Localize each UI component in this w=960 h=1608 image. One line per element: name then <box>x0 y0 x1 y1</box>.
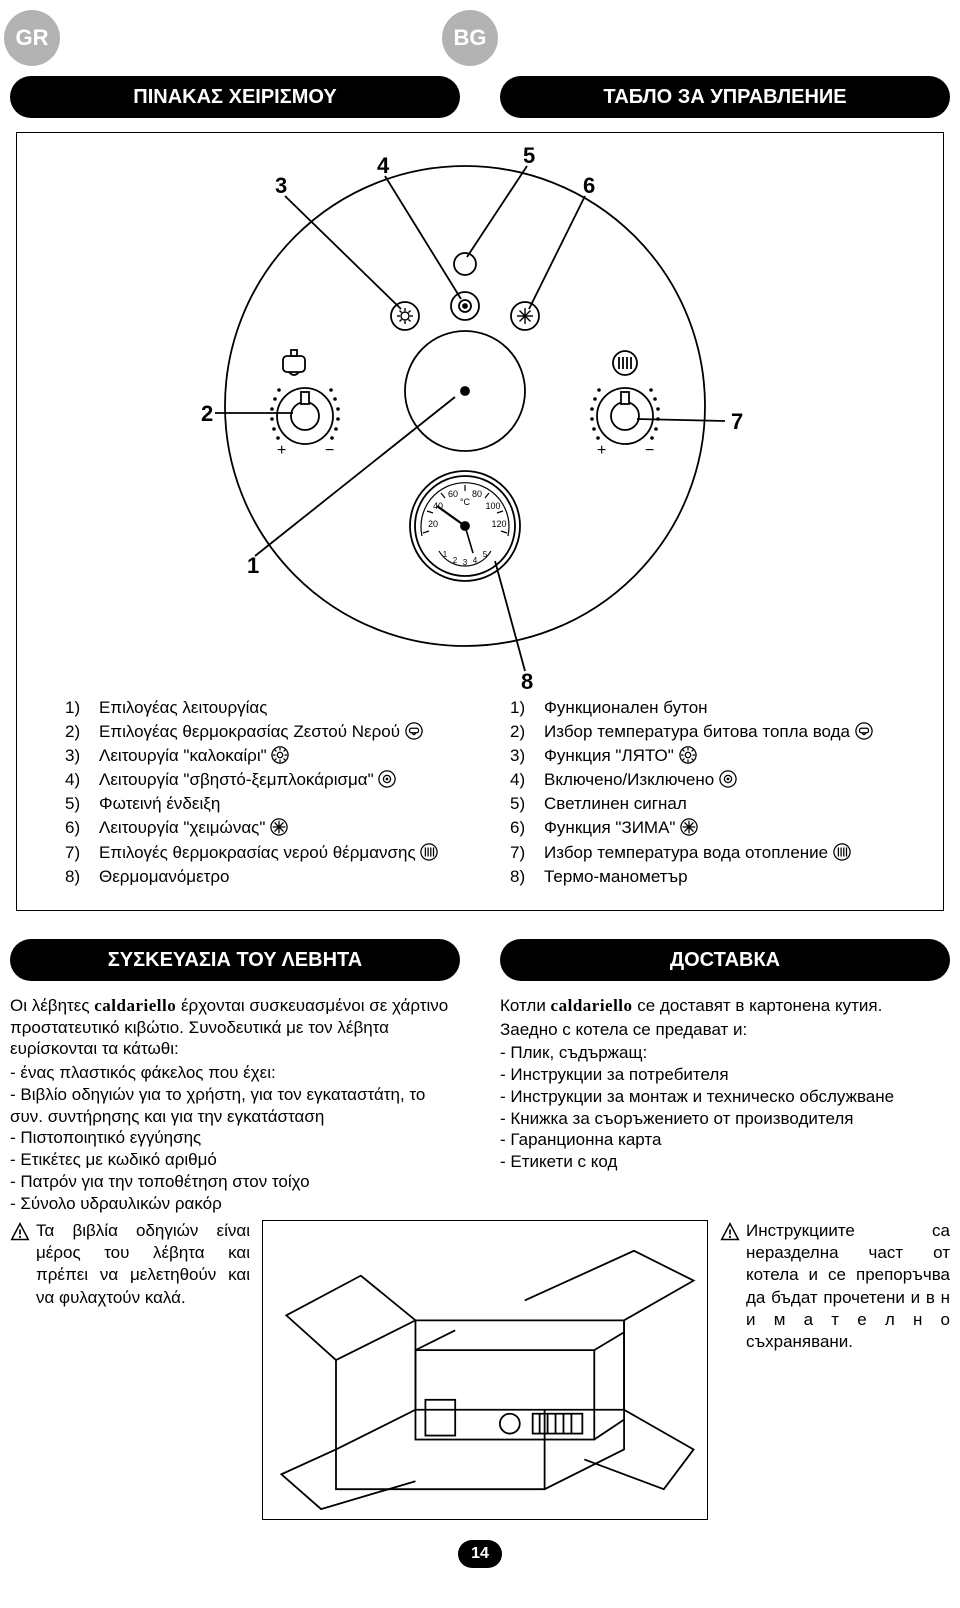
radiator-icon <box>833 843 851 861</box>
svg-text:°C: °C <box>460 497 471 507</box>
lang-badge-gr: GR <box>4 10 60 66</box>
legend-item: 3)Функция "ЛЯТО" <box>510 745 915 767</box>
legend-gr: 1)Επιλογέας λειτουργίας2)Επιλογέας θερμο… <box>65 697 470 890</box>
list-item: Πατρόν για την τοποθέτηση στον τοίχο <box>10 1171 460 1193</box>
list-item: Ετικέτες με κωδικό αριθμό <box>10 1149 460 1171</box>
sun-icon <box>271 746 289 764</box>
svg-text:5: 5 <box>483 550 488 559</box>
callout-4: 4 <box>377 153 390 178</box>
svg-text:80: 80 <box>472 489 482 499</box>
callout-3: 3 <box>275 173 287 198</box>
section-title-gr-box: ΣΥΣΚΕΥΑΣΙΑ ΤΟΥ ΛΕΒΗΤΑ <box>10 939 460 981</box>
list-item: Πιστοποιητικό εγγύησης <box>10 1127 460 1149</box>
svg-text:−: − <box>325 442 334 459</box>
svg-text:60: 60 <box>448 489 458 499</box>
callout-7: 7 <box>731 409 743 434</box>
power-icon <box>378 770 396 788</box>
legend-item: 5)Светлинен сигнал <box>510 793 915 815</box>
list-item: Βιβλίο οδηγιών για το χρήστη, για τον εγ… <box>10 1084 460 1128</box>
list-item: Плик, съдържащ: <box>500 1042 950 1064</box>
list-item: Σύνολο υδραυλικών ρακόρ <box>10 1193 460 1215</box>
legend-item: 1)Επιλογέας λειτουργίας <box>65 697 470 719</box>
list-item: Етикети с код <box>500 1151 950 1173</box>
svg-text:1: 1 <box>443 550 448 559</box>
legend-item: 6)Λειτουργία "χειμώνας" <box>65 817 470 839</box>
section-title-gr-panel: ΠΙΝΑΚΑΣ ΧΕΙΡΙΣΜΟΥ <box>10 76 460 118</box>
note-gr: Τα βιβλία οδηγιών είναι μέρος του λέβητα… <box>10 1220 250 1520</box>
tap-icon <box>405 722 423 740</box>
legend-item: 1)Функционален бутон <box>510 697 915 719</box>
svg-text:20: 20 <box>428 519 438 529</box>
legend-bg: 1)Функционален бутон2)Избор температура … <box>510 697 915 890</box>
tap-icon <box>855 722 873 740</box>
legend-item: 7)Επιλογές θερμοκρασίας νερού θέρμανσης <box>65 842 470 864</box>
svg-text:+: + <box>277 442 286 459</box>
list-item: Книжка за съоръжението от производителя <box>500 1108 950 1130</box>
section-title-bg-panel: ТАБЛО ЗА УПРАВЛЕНИЕ <box>500 76 950 118</box>
lang-badge-bg: BG <box>442 10 498 66</box>
callout-1: 1 <box>247 553 259 578</box>
svg-text:3: 3 <box>463 558 468 567</box>
legend-item: 7)Избор температура вода отопление <box>510 842 915 864</box>
list-item: ένας πλαστικός φάκελος που έχει: <box>10 1062 460 1084</box>
svg-text:−: − <box>645 442 654 459</box>
packaging-bg: Котли caldariello се доставят в картонен… <box>500 995 950 1215</box>
packaging-gr: Οι λέβητες caldariello έρχονται συσκευασ… <box>10 995 460 1215</box>
sun-icon <box>679 746 697 764</box>
radiator-icon <box>420 843 438 861</box>
svg-text:+: + <box>597 442 606 459</box>
warning-icon <box>10 1222 30 1242</box>
legend-item: 8)Θερμομανόμετρο <box>65 866 470 888</box>
svg-text:100: 100 <box>485 501 500 511</box>
box-illustration <box>262 1220 708 1520</box>
section-title-bg-box: ДОСТАВКА <box>500 939 950 981</box>
legend-item: 2)Избор температура битова топла вода <box>510 721 915 743</box>
legend-item: 4)Включено/Изключено <box>510 769 915 791</box>
callout-6: 6 <box>583 173 595 198</box>
legend-item: 4)Λειτουργία "σβηστό-ξεμπλοκάρισμα" <box>65 769 470 791</box>
svg-text:120: 120 <box>491 519 506 529</box>
snow-icon <box>680 818 698 836</box>
legend-item: 6)Функция "ЗИМА" <box>510 817 915 839</box>
snow-icon <box>270 818 288 836</box>
callout-2: 2 <box>201 401 213 426</box>
legend-item: 3)Λειτουργία "καλοκαίρι" <box>65 745 470 767</box>
power-icon <box>719 770 737 788</box>
control-panel-diagram-box: + − <box>16 132 944 911</box>
svg-text:4: 4 <box>473 556 478 565</box>
legend-item: 5)Φωτεινή ένδειξη <box>65 793 470 815</box>
note-bg: Инструкциите са неразделна част от котел… <box>720 1220 950 1520</box>
callout-5: 5 <box>523 143 535 168</box>
page-number: 14 <box>458 1540 502 1568</box>
svg-text:2: 2 <box>453 556 458 565</box>
legend-item: 2)Επιλογέας θερμοκρασίας Ζεστού Νερού <box>65 721 470 743</box>
control-panel-diagram: + − <box>25 141 945 691</box>
callout-8: 8 <box>521 669 533 691</box>
list-item: Гаранционна карта <box>500 1129 950 1151</box>
legend-item: 8)Термо-манометър <box>510 866 915 888</box>
list-item: Инструкции за монтаж и техническо обслуж… <box>500 1086 950 1108</box>
list-item: Инструкции за потребителя <box>500 1064 950 1086</box>
warning-icon <box>720 1222 740 1242</box>
